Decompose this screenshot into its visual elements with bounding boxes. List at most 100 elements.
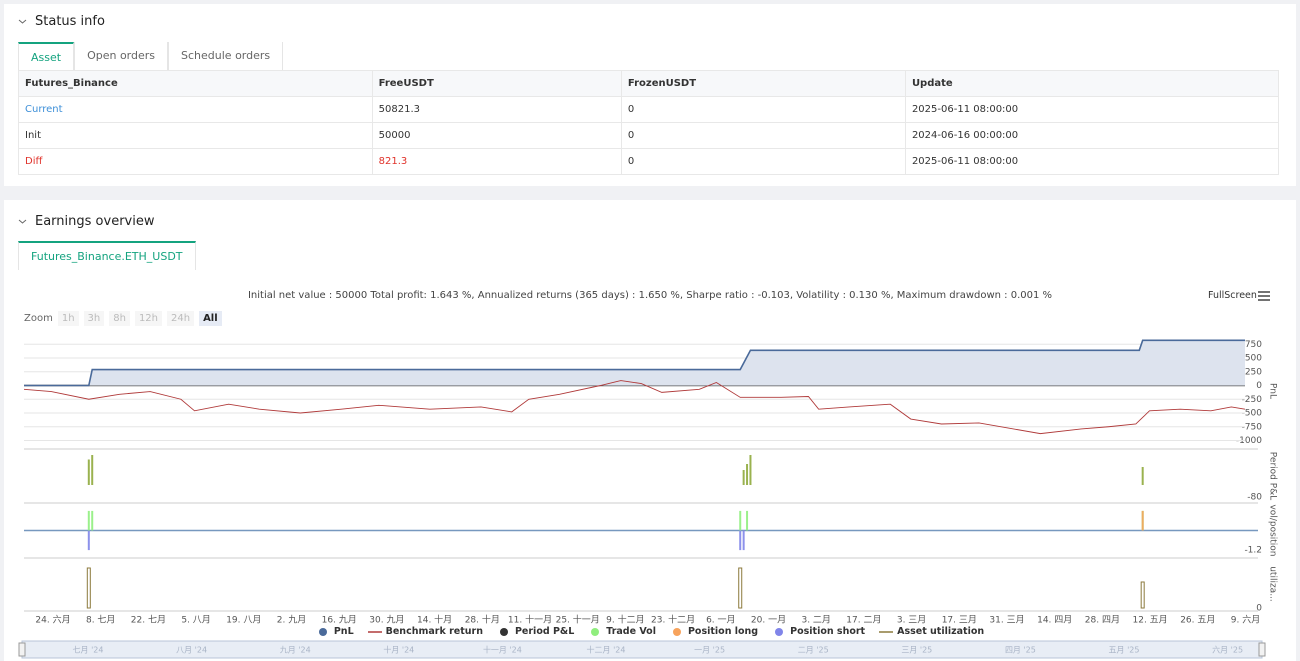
legend-item[interactable]: Position short: [772, 626, 865, 637]
y-tick-label: 500: [1245, 354, 1262, 364]
y-tick-label: -250: [1242, 395, 1263, 405]
legend-item[interactable]: Position long: [670, 626, 758, 637]
zoom-button[interactable]: 8h: [109, 311, 130, 326]
header-cell: FrozenUSDT: [620, 70, 906, 97]
zoom-button[interactable]: 1h: [57, 311, 79, 326]
zoom-button[interactable]: 12h: [134, 311, 162, 326]
table-cell: 50821.3: [371, 96, 622, 123]
x-tick-label: 26. 五月: [1180, 615, 1215, 626]
status-header[interactable]: Status info: [18, 14, 105, 29]
navigator-label: 五月 '25: [1109, 646, 1140, 655]
fullscreen-button[interactable]: FullScreen: [1208, 290, 1257, 301]
legend-item[interactable]: Benchmark return: [367, 626, 483, 637]
pane-label: utiliza...: [1268, 566, 1278, 602]
zoom-label: Zoom: [24, 313, 53, 324]
table-cell: Diff: [18, 148, 373, 175]
x-tick-label: 6. 一月: [706, 615, 735, 626]
table-cell: 50000: [371, 122, 622, 149]
x-tick-label: 24. 六月: [35, 614, 70, 626]
navigator-label: 六月 '25: [1212, 645, 1243, 655]
bar: [739, 530, 742, 551]
chevron: [18, 19, 27, 24]
table-row: Diff 821.3 0 2025-06-11 08:00:00: [18, 148, 1280, 175]
bar: [87, 510, 90, 531]
bar: [749, 455, 752, 485]
legend-item[interactable]: PnL: [316, 626, 354, 637]
summary: Initial net value : 50000 Total profit: …: [247, 290, 1053, 301]
header-cell: Update: [904, 70, 1280, 97]
y-tick-label: -80: [1247, 493, 1262, 503]
navigator-handle: [1258, 642, 1266, 657]
utilization-bar: [1140, 581, 1145, 609]
table-row: Init 50000 0 2024-06-16 00:00:00: [18, 122, 1280, 149]
pane-label: Period P&L: [1268, 452, 1278, 500]
status-title: Status info: [35, 14, 105, 29]
legend-symbol: [318, 627, 327, 636]
legend: PnL Benchmark return Period P&L Trade Vol Po…: [0, 626, 1300, 637]
area-line: [24, 339, 1245, 387]
navigator-label: 三月 '25: [901, 646, 932, 655]
pane-label: vol/position: [1268, 504, 1278, 556]
table-row: Current 50821.3 0 2025-06-11 08:00:00: [18, 96, 1280, 123]
header-cell: FreeUSDT: [371, 70, 622, 97]
y-tick-label: 0: [1256, 604, 1262, 614]
pane-label: PnL: [1268, 383, 1278, 399]
menu-icon[interactable]: [1258, 291, 1270, 301]
x-tick-label: 9. 十二月: [606, 614, 644, 626]
bar: [742, 470, 745, 485]
x-tick-label: 3. 二月: [801, 615, 830, 626]
navigator-label: 十一月 '24: [483, 645, 522, 655]
navigator-label: 一月 '25: [694, 646, 725, 655]
y-tick-label: -500: [1242, 409, 1263, 419]
status-panel: Status info Asset Open orders Schedule ord…: [4, 4, 1296, 186]
legend-item[interactable]: Period P&L: [497, 626, 574, 637]
chevron: [18, 219, 27, 224]
legend-item[interactable]: Trade Vol: [588, 626, 656, 637]
earnings-header[interactable]: Earnings overview: [18, 214, 154, 229]
bar: [1141, 510, 1144, 531]
legend-symbol: [775, 627, 784, 636]
navigator-label: 十二月 '24: [587, 645, 626, 655]
legend-dot: [499, 627, 508, 636]
x-tick-label: 9. 六月: [1231, 614, 1260, 626]
tab[interactable]: Asset: [18, 42, 75, 71]
bar: [87, 530, 90, 551]
x-tick-label: 11. 十一月: [508, 614, 552, 626]
x-tick-label: 22. 七月: [131, 615, 166, 626]
y-tick-label: -1000: [1236, 436, 1262, 446]
x-tick-label: 16. 九月: [322, 615, 357, 626]
x-tick-label: 14. 十月: [417, 614, 452, 626]
table-cell: 2025-06-11 08:00:00: [904, 148, 1280, 175]
table-cell: 0: [620, 148, 906, 175]
bar: [1141, 467, 1144, 485]
navigator-label: 八月 '24: [176, 646, 207, 655]
legend-label: Benchmark return: [385, 626, 483, 637]
earnings-title: Earnings overview: [35, 214, 155, 229]
legend-dot: [672, 627, 681, 636]
tab[interactable]: Futures_Binance.ETH_USDT: [18, 241, 196, 270]
legend-label: Trade Vol: [606, 626, 656, 637]
asset-table: Futures_Binance FreeUSDT FrozenUSDT Update C…: [18, 70, 1280, 175]
navigator: [21, 640, 1263, 659]
x-tick-label: 30. 九月: [369, 615, 404, 626]
x-tick-label: 14. 四月: [1037, 615, 1072, 626]
zoom-button[interactable]: 3h: [83, 311, 105, 326]
bar: [87, 459, 90, 485]
y-tick-label: -1.2: [1244, 546, 1262, 556]
y-tick-label: 750: [1245, 340, 1262, 350]
x-tick-label: 28. 十月: [465, 614, 500, 626]
legend-label: Asset utilization: [897, 626, 985, 637]
x-tick-label: 3. 三月: [897, 615, 926, 626]
zoom-button[interactable]: All: [199, 311, 222, 326]
legend-item[interactable]: Asset utilization: [879, 626, 984, 637]
bar: [91, 455, 94, 485]
legend-symbol: [672, 627, 681, 636]
x-tick-label: 2. 九月: [277, 615, 306, 626]
zoom-button[interactable]: 24h: [167, 311, 195, 326]
legend-dot: [775, 627, 784, 636]
utilization-bar: [86, 567, 91, 609]
legend-symbol: [591, 627, 600, 636]
x-tick-label: 20. 一月: [751, 615, 786, 626]
